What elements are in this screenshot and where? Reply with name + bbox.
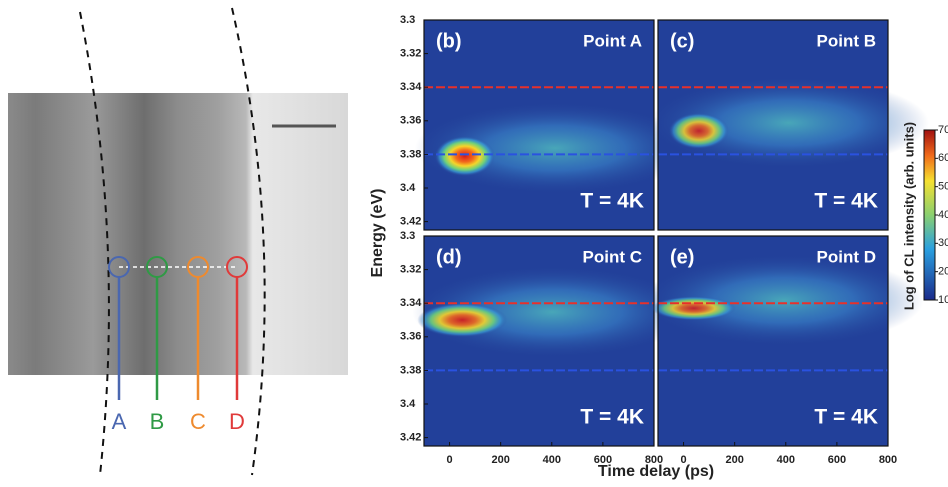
y-tick-label: 3.38 bbox=[400, 148, 421, 160]
panel-tag: (e) bbox=[670, 246, 694, 268]
y-tick-label: 3.34 bbox=[400, 81, 422, 93]
signal-peak bbox=[417, 303, 508, 337]
x-tick-label: 0 bbox=[446, 454, 452, 466]
panel-tag: (b) bbox=[436, 30, 462, 52]
signal-tail bbox=[648, 77, 929, 168]
panel-title: Point C bbox=[583, 247, 643, 266]
signal-peak bbox=[434, 136, 495, 177]
signal-peak bbox=[668, 112, 729, 149]
colorbar-tick-label: 50 bbox=[938, 181, 948, 193]
point-label: A bbox=[112, 409, 127, 434]
panel: (d) Point C T = 4K 3.3 3.32 3.34 3.36 3.38 3.4 3.… bbox=[400, 230, 693, 466]
temperature: T = 4K bbox=[814, 406, 878, 429]
temperature: T = 4K bbox=[814, 190, 878, 213]
x-tick-label: 400 bbox=[777, 454, 795, 466]
point-label: C bbox=[190, 409, 206, 434]
point-label: B bbox=[150, 409, 165, 434]
panel-title: Point D bbox=[817, 247, 877, 266]
y-tick-label: 3.36 bbox=[400, 115, 421, 127]
panel-frame bbox=[657, 235, 889, 447]
point-label: D bbox=[229, 409, 245, 434]
x-tick-label: 600 bbox=[594, 454, 612, 466]
panel-tag: (c) bbox=[670, 30, 694, 52]
panel-title: Point B bbox=[817, 31, 877, 50]
colorbar-tick-label: 70 bbox=[938, 124, 948, 136]
temperature: T = 4K bbox=[580, 406, 644, 429]
y-axis-label: Energy (eV) bbox=[369, 189, 386, 278]
colorbar-tick-label: 60 bbox=[938, 152, 948, 164]
y-tick-label: 3.32 bbox=[400, 48, 421, 60]
x-tick-label: 0 bbox=[680, 454, 686, 466]
colorbar-tick-label: 10 bbox=[938, 294, 948, 306]
x-tick-label: 400 bbox=[543, 454, 561, 466]
y-tick-label: 3.42 bbox=[400, 432, 421, 444]
y-tick-label: 3.4 bbox=[400, 398, 416, 410]
x-tick-label: 200 bbox=[491, 454, 509, 466]
y-tick-label: 3.36 bbox=[400, 331, 421, 343]
panel-frame bbox=[657, 19, 889, 231]
panel-frame bbox=[423, 235, 655, 447]
panel: (c) Point B T = 4K bbox=[648, 19, 929, 231]
y-tick-label: 3.4 bbox=[400, 182, 416, 194]
colorbar-tick-label: 20 bbox=[938, 266, 948, 278]
colorbar-tick-label: 40 bbox=[938, 209, 948, 221]
y-tick-label: 3.3 bbox=[400, 14, 415, 26]
x-tick-label: 800 bbox=[879, 454, 897, 466]
y-tick-label: 3.3 bbox=[400, 230, 415, 242]
dashed-boundary bbox=[231, 7, 266, 476]
signal-tail bbox=[643, 255, 924, 346]
panel: (e) Point D T = 4K 0 200 400 600 800 bbox=[643, 235, 924, 466]
temperature: T = 4K bbox=[580, 190, 644, 213]
colorbar bbox=[923, 129, 936, 301]
x-axis-label: Time delay (ps) bbox=[598, 463, 714, 480]
x-tick-label: 600 bbox=[828, 454, 846, 466]
y-tick-label: 3.34 bbox=[400, 297, 422, 309]
sem-image bbox=[8, 93, 348, 375]
panel-tag: (d) bbox=[436, 246, 462, 268]
signal-peak bbox=[651, 296, 736, 321]
panel-title: Point A bbox=[583, 31, 642, 50]
x-tick-label: 800 bbox=[645, 454, 663, 466]
colorbar-tick-label: 30 bbox=[938, 237, 948, 249]
y-tick-label: 3.38 bbox=[400, 364, 421, 376]
x-tick-label: 200 bbox=[725, 454, 743, 466]
y-tick-label: 3.42 bbox=[400, 216, 421, 228]
colorbar-label: Log of CL intensity (arb. units) bbox=[901, 122, 916, 310]
panel: (b) Point A T = 4K 3.3 3.32 3.34 3.36 3.38 3.4 3.… bbox=[400, 14, 695, 231]
y-tick-label: 3.32 bbox=[400, 264, 421, 276]
